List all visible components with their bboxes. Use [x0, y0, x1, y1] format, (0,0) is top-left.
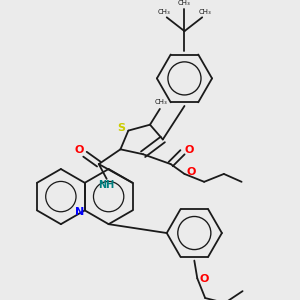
Text: O: O — [200, 274, 209, 284]
Text: CH₃: CH₃ — [178, 0, 191, 6]
Text: S: S — [117, 123, 125, 133]
Text: CH₃: CH₃ — [158, 9, 170, 15]
Text: N: N — [75, 207, 85, 217]
Text: NH: NH — [98, 180, 115, 190]
Text: CH₃: CH₃ — [199, 9, 211, 15]
Text: O: O — [74, 145, 84, 155]
Text: O: O — [185, 145, 194, 155]
Text: CH₃: CH₃ — [154, 99, 167, 105]
Text: O: O — [187, 167, 196, 177]
